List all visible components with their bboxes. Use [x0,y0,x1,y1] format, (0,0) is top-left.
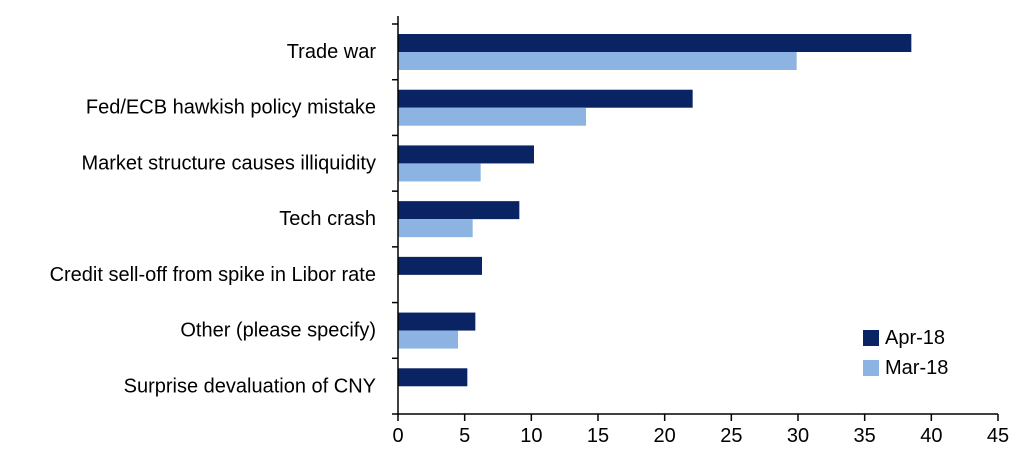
bar-mar-18-2 [398,163,481,182]
category-labels: Trade war Fed/ECB hawkish policy mistake M… [50,41,377,397]
bar-apr-18-2 [398,145,534,164]
bar-apr-18-1 [398,89,693,108]
bar-apr-18-3 [398,201,520,220]
bar-apr-18-0 [398,34,912,52]
x-tick-label: 10 [520,425,542,447]
x-tick-label: 40 [920,425,942,447]
category-label: Market structure causes illiquidity [81,152,376,174]
category-label: Tech crash [279,208,376,230]
bar-mar-18-1 [398,107,586,126]
bar-mar-18-3 [398,219,473,238]
category-label: Credit sell-off from spike in Libor rate [50,264,376,286]
category-label: Fed/ECB hawkish policy mistake [86,97,376,119]
category-label: Surprise devaluation of CNY [124,375,376,397]
category-label: Trade war [287,41,377,63]
bar-mar-18-5 [398,330,458,349]
legend-swatch-mar-18 [863,360,879,376]
bar-mar-18-0 [398,52,797,70]
legend-swatch-apr-18 [863,330,879,346]
bar-apr-18-5 [398,312,476,331]
x-tick-label: 25 [720,425,742,447]
x-tick-label: 45 [987,425,1009,447]
legend-label-mar-18: Mar-18 [885,357,948,379]
bars-group [398,34,912,387]
category-label: Other (please specify) [180,320,376,342]
x-axis-ticks: 0 5 10 15 20 25 30 35 40 45 [392,414,1009,447]
x-tick-label: 30 [787,425,809,447]
x-tick-label: 15 [587,425,609,447]
x-tick-label: 35 [854,425,876,447]
legend-label-apr-18: Apr-18 [885,327,945,349]
bar-apr-18-4 [398,256,482,275]
bar-apr-18-6 [398,368,468,387]
legend: Apr-18 Mar-18 [863,327,948,379]
x-tick-label: 5 [459,425,470,447]
y-axis-ticks [392,23,398,415]
x-tick-label: 20 [654,425,676,447]
x-tick-label: 0 [392,425,403,447]
